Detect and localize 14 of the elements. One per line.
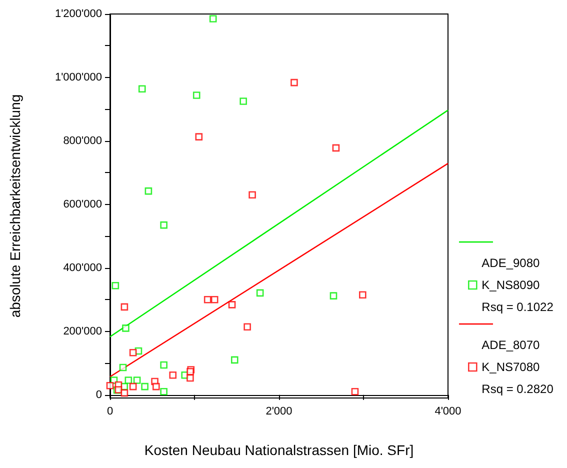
x-axis-title: Kosten Neubau Nationalstrassen [Mio. SFr]	[144, 442, 414, 458]
legend-label: ADE_9080 K_NS8090 Rsq = 0.1022	[482, 256, 554, 314]
y-tick-label: 0	[96, 388, 102, 401]
x-tick-label: 0	[106, 406, 114, 418]
y-tick-label: 1'000'000	[54, 71, 102, 84]
y-tick-label: 400'000	[63, 262, 102, 274]
y-tick-label: 1'200'000	[54, 8, 102, 20]
x-tick-label: 4'000	[434, 406, 462, 418]
y-axis-title: absolute Erreichbarkeitsentwicklung	[7, 94, 23, 318]
y-tick-label: 200'000	[63, 325, 102, 338]
legend-label: ADE_8070 K_NS7080 Rsq = 0.2820	[482, 338, 554, 396]
y-tick-label: 600'000	[63, 198, 102, 210]
y-tick-label: 800'000	[63, 134, 102, 147]
x-tick-label: 2'000	[266, 406, 292, 418]
